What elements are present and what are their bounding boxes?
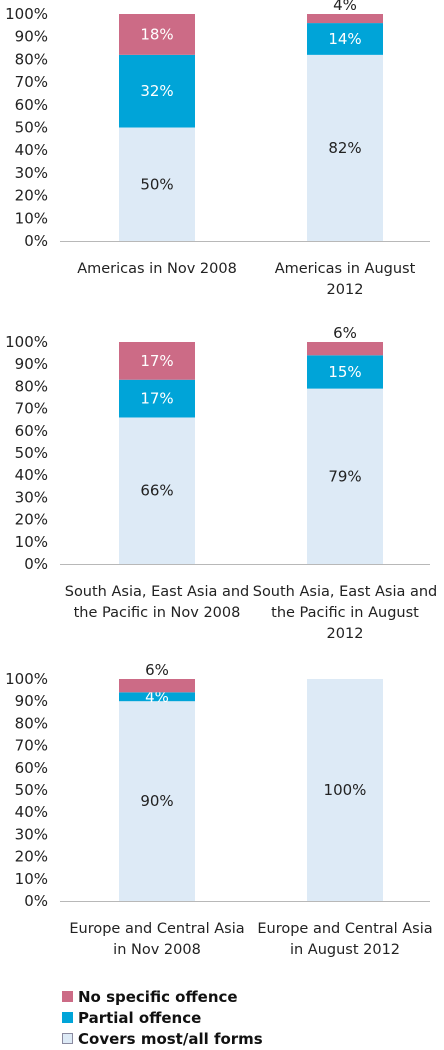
category-label-3-1-line-1: Europe and Central Asia (69, 921, 244, 937)
y-tick-label-2-4: 40% (15, 466, 48, 484)
data-label-1-2-covers: 82% (328, 139, 361, 157)
data-label-2-2-partial: 15% (328, 363, 361, 381)
bar-segment-3-1-no_specific (119, 679, 195, 693)
bar-segment-3-1-partial (119, 692, 195, 702)
y-tick-label-2-9: 90% (15, 355, 48, 373)
legend-item-partial-offence: Partial offence (62, 1007, 263, 1028)
y-tick-label-1-6: 60% (15, 96, 48, 114)
data-label-1-1-partial: 32% (140, 82, 173, 100)
bar-segment-1-2-partial (307, 23, 383, 55)
bar-segment-1-1-no_specific (119, 14, 195, 55)
data-label-1-2-partial: 14% (328, 30, 361, 48)
y-tick-label-3-7: 70% (15, 737, 48, 755)
bar-segment-2-1-partial (119, 379, 195, 418)
bar-segment-1-2-covers (307, 54, 383, 241)
data-label-3-1-no_specific: 6% (145, 661, 169, 679)
y-tick-label-2-2: 20% (15, 511, 48, 529)
bar-segment-1-1-partial (119, 54, 195, 128)
y-tick-label-2-10: 100% (5, 333, 48, 351)
y-tick-label-2-7: 70% (15, 400, 48, 418)
legend-swatch-partial (62, 1012, 73, 1023)
y-tick-label-1-8: 80% (15, 50, 48, 68)
data-label-2-2-covers: 79% (328, 467, 361, 485)
y-tick-label-1-2: 20% (15, 187, 48, 205)
y-tick-label-3-3: 30% (15, 825, 48, 843)
y-tick-label-2-1: 10% (15, 533, 48, 551)
category-label-1-2-line-1: Americas in August (275, 261, 416, 277)
y-tick-label-1-1: 10% (15, 209, 48, 227)
y-tick-label-3-9: 90% (15, 692, 48, 710)
category-label-2-2-line-3: 2012 (327, 626, 364, 642)
category-label-3-2-line-1: Europe and Central Asia (257, 921, 432, 937)
data-label-2-1-no_specific: 17% (140, 352, 173, 370)
legend-label-partial: Partial offence (78, 1008, 202, 1027)
y-tick-label-3-10: 100% (5, 670, 48, 688)
bar-segment-2-2-partial (307, 355, 383, 389)
y-tick-label-1-9: 90% (15, 28, 48, 46)
category-label-2-2-line-1: South Asia, East Asia and (253, 584, 438, 600)
y-tick-label-1-4: 40% (15, 141, 48, 159)
category-label-1-1-line-1: Americas in Nov 2008 (77, 261, 237, 277)
bar-segment-1-1-covers (119, 127, 195, 241)
y-tick-label-2-0: 0% (24, 555, 48, 573)
y-tick-label-2-8: 80% (15, 377, 48, 395)
bar-segment-2-1-covers (119, 417, 195, 564)
data-label-1-2-no_specific: 4% (333, 0, 357, 14)
category-label-3-1-line-2: in Nov 2008 (113, 942, 201, 958)
data-label-2-2-no_specific: 6% (333, 324, 357, 342)
y-tick-label-3-1: 10% (15, 870, 48, 888)
data-label-2-1-partial: 17% (140, 390, 173, 408)
y-tick-label-1-3: 30% (15, 164, 48, 182)
bar-segment-3-2-covers (307, 679, 383, 901)
y-tick-label-3-8: 80% (15, 714, 48, 732)
y-tick-label-2-6: 60% (15, 422, 48, 440)
category-label-2-1-line-1: South Asia, East Asia and (65, 584, 250, 600)
category-label-2-1-line-2: the Pacific in Nov 2008 (74, 605, 241, 621)
legend-label-covers: Covers most/all forms (78, 1029, 263, 1048)
y-tick-label-3-0: 0% (24, 892, 48, 910)
y-tick-label-2-3: 30% (15, 488, 48, 506)
bar-segment-2-2-covers (307, 388, 383, 564)
data-label-3-1-covers: 90% (140, 792, 173, 810)
y-tick-label-2-5: 50% (15, 444, 48, 462)
legend-item-no-specific-offence: No specific offence (62, 986, 263, 1007)
data-label-1-1-covers: 50% (140, 175, 173, 193)
data-label-2-1-covers: 66% (140, 482, 173, 500)
bar-segment-2-1-no_specific (119, 342, 195, 380)
legend-item-covers-most-all-forms: Covers most/all forms (62, 1028, 263, 1049)
legend: No specific offence Partial offence Cove… (62, 986, 263, 1049)
data-label-3-2-covers: 100% (324, 781, 367, 799)
category-label-1-2-line-2: 2012 (327, 282, 364, 298)
category-label-3-2-line-2: in August 2012 (290, 942, 400, 958)
y-tick-label-3-6: 60% (15, 759, 48, 777)
y-tick-label-1-7: 70% (15, 73, 48, 91)
y-tick-label-3-5: 50% (15, 781, 48, 799)
legend-label-no-specific: No specific offence (78, 987, 238, 1006)
legend-swatch-covers (62, 1033, 73, 1044)
y-tick-label-1-10: 100% (5, 5, 48, 23)
y-tick-label-1-0: 0% (24, 232, 48, 250)
y-tick-label-1-5: 50% (15, 119, 48, 137)
bar-segment-2-2-no_specific (307, 342, 383, 356)
data-label-1-1-no_specific: 18% (140, 25, 173, 43)
bar-segment-1-2-no_specific (307, 14, 383, 24)
bar-segment-3-1-covers (119, 701, 195, 901)
y-tick-label-3-4: 40% (15, 803, 48, 821)
category-label-2-2-line-2: the Pacific in August (271, 605, 419, 621)
legend-swatch-no-specific (62, 991, 73, 1002)
y-tick-label-3-2: 20% (15, 848, 48, 866)
